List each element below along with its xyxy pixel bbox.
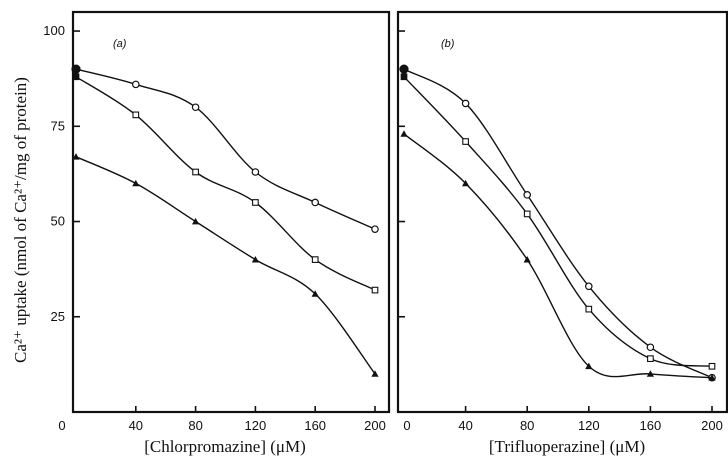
data-point-square [133, 112, 139, 118]
data-point-circle [192, 104, 198, 110]
y-axis-label: Ca²⁺ uptake (nmol of Ca²⁺/mg of protein) [11, 77, 30, 363]
x-tick-label: 0 [403, 418, 410, 433]
panel-b: 0 40 80 120 160 200 (b) [Trifluoperazine] (μM) [398, 12, 727, 456]
series-line-triangle [76, 157, 375, 374]
plot-frame [398, 12, 727, 412]
data-point-triangle [192, 218, 199, 224]
x-tick-label: 160 [304, 418, 326, 433]
panel-label: (b) [441, 38, 455, 50]
panel-label: (a) [113, 38, 127, 50]
data-point-square [648, 356, 654, 362]
data-point-square [401, 74, 407, 80]
x-axis-label: [Trifluoperazine] (μM) [489, 437, 645, 456]
plot-frame [73, 12, 389, 412]
data-point-circle [586, 283, 592, 289]
x-tick-label: 40 [458, 418, 472, 433]
y-tick-label: 50 [51, 214, 65, 229]
x-tick-label: 200 [701, 418, 723, 433]
x-axis-label: [Chlorpromazine] (μM) [144, 437, 306, 456]
x-tick-label: 80 [520, 418, 534, 433]
data-point-square [524, 211, 530, 217]
data-point-circle [524, 192, 530, 198]
data-point-triangle [132, 180, 139, 186]
data-point-circle [252, 169, 258, 175]
data-point-circle [312, 199, 318, 205]
series-line-square [404, 77, 712, 367]
data-point-triangle [252, 256, 259, 262]
data-point-square [463, 139, 469, 145]
data-point-circle [647, 344, 653, 350]
y-tick-label: 100 [43, 23, 65, 38]
data-point-square [312, 257, 318, 263]
data-point-triangle [400, 130, 407, 136]
x-tick-label: 160 [640, 418, 662, 433]
data-point-circle [462, 100, 468, 106]
data-point-square [73, 74, 79, 80]
x-tick-label: 120 [245, 418, 267, 433]
data-point-circle [372, 226, 378, 232]
data-point-square [193, 169, 199, 175]
panel-a: 25 50 75 100 0 40 80 120 160 200 (a) [Chlorpromazin… [43, 12, 389, 456]
data-point-circle [133, 81, 139, 87]
data-point-circle [72, 65, 80, 73]
data-point-square [709, 363, 715, 369]
data-point-circle [400, 65, 408, 73]
series-line-circle [76, 69, 375, 229]
data-point-square [253, 200, 259, 206]
x-tick-label: 40 [129, 418, 143, 433]
series-line-triangle [404, 134, 712, 378]
x-tick-label: 80 [188, 418, 202, 433]
x-tick-label: 200 [364, 418, 386, 433]
y-tick-label: 75 [51, 118, 65, 133]
data-point-square [372, 287, 378, 293]
x-tick-label: 0 [58, 418, 65, 433]
series-line-circle [404, 69, 712, 378]
y-tick-label: 25 [51, 309, 65, 324]
x-tick-label: 120 [578, 418, 600, 433]
series-line-square [76, 77, 375, 290]
data-point-square [586, 306, 592, 312]
